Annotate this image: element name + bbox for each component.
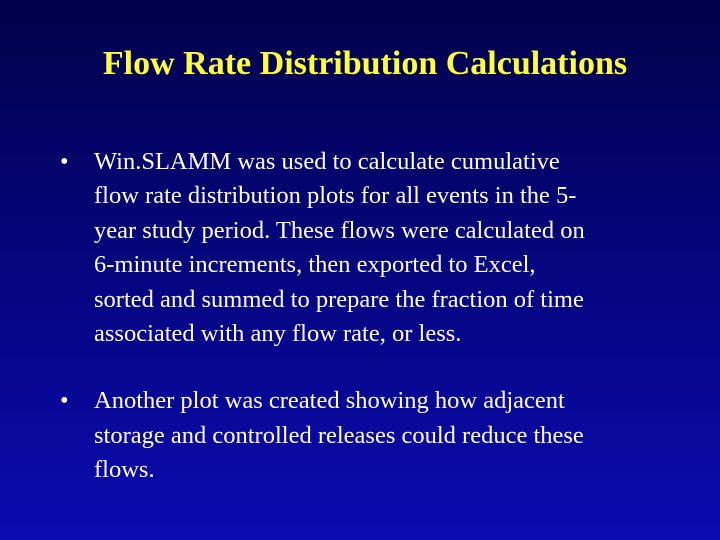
bullet-icon: • — [60, 387, 69, 415]
bullet-list: • Win.SLAMM was used to calculate cumula… — [60, 145, 700, 488]
bullet-line: flows. — [94, 456, 155, 484]
bullet-line: Win.SLAMM was used to calculate cumulati… — [94, 148, 560, 175]
bullet-item: • Another plot was created showing how a… — [60, 384, 700, 487]
bullet-line: 6-minute increments, then exported to Ex… — [94, 251, 536, 279]
bullet-line: flow rate distribution plots for all eve… — [94, 182, 577, 210]
bullet-icon: • — [60, 148, 69, 175]
bullet-line: Another plot was created showing how adj… — [94, 387, 565, 415]
bullet-item: • Win.SLAMM was used to calculate cumula… — [60, 145, 700, 351]
bullet-line: associated with any flow rate, or less. — [94, 320, 462, 348]
bullet-line: year study period. These flows were calc… — [94, 216, 585, 244]
bullet-line: sorted and summed to prepare the fractio… — [94, 285, 584, 313]
bullet-line: storage and controlled releases could re… — [94, 421, 584, 449]
slide-title: Flow Rate Distribution Calculations — [102, 45, 628, 82]
